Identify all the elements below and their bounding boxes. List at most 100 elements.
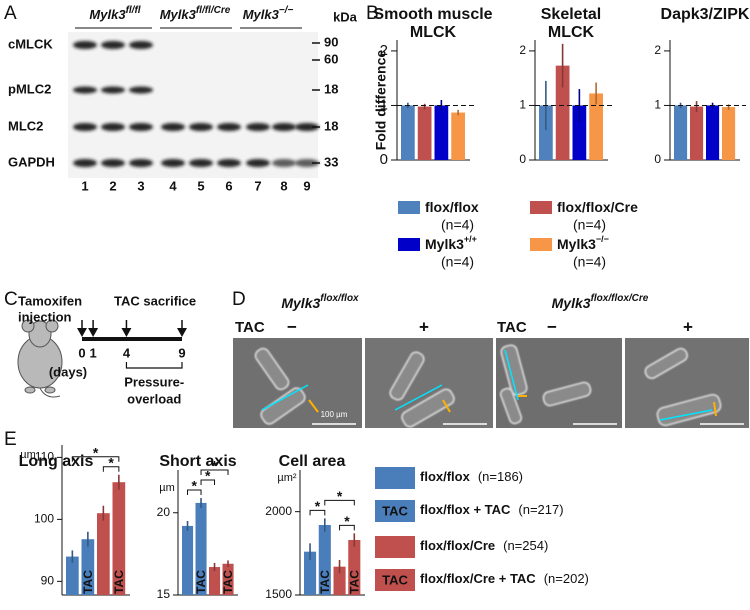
legend-label-part: flox/flox/Cre — [557, 199, 638, 215]
genotype-header: Mylk3−/− — [243, 5, 294, 22]
genotype-header-part: −/− — [279, 5, 294, 16]
chart-title: Short axis — [159, 453, 236, 470]
lane-number: 8 — [280, 178, 287, 193]
timeline-day: 0 — [78, 345, 85, 360]
y-tick-label: 110 — [35, 450, 54, 464]
legend-label: Mylk3−/− — [557, 234, 609, 251]
genotype-header-part: Mylk3 — [281, 295, 320, 311]
timeline-day: 9 — [178, 345, 185, 360]
genotype-header: Mylk3flox/flox/Cre — [552, 293, 649, 311]
blot-band — [129, 41, 153, 49]
bar — [434, 105, 449, 160]
legend-label-part: −/− — [596, 234, 609, 244]
blot-row-label: cMLCK — [8, 36, 53, 51]
y-tick-label: 2000 — [265, 504, 292, 518]
timeline-unit: (days) — [49, 364, 87, 379]
blot-band — [295, 159, 319, 167]
bar — [539, 105, 553, 160]
panel-label: E — [4, 429, 17, 450]
y-tick-label: 90 — [41, 574, 55, 588]
bar-label: TAC — [194, 570, 208, 594]
y-tick-label: 100 — [34, 512, 54, 526]
mw-marker: 18 — [324, 81, 338, 96]
chart-title: Skeletal — [541, 6, 601, 23]
blot-band — [73, 123, 97, 131]
y-tick-label: 1 — [654, 98, 661, 112]
bar — [348, 540, 361, 595]
bar — [97, 513, 110, 595]
blot-band — [101, 86, 125, 94]
legend-n: (n=4) — [441, 217, 474, 233]
blot-band — [101, 159, 125, 167]
condition-label: TAC — [235, 319, 265, 336]
genotype-header-part: fl/fl — [126, 5, 141, 16]
y-axis-label: Fold difference — [373, 50, 389, 151]
scale-bar-label: 100 µm — [321, 410, 348, 419]
blot-band — [246, 159, 270, 167]
significance-label: * — [337, 488, 343, 504]
legend-swatch — [375, 500, 415, 522]
bar — [572, 105, 587, 160]
significance-label: * — [315, 498, 321, 514]
bar-label: TAC — [318, 570, 332, 594]
y-axis-label: µm — [159, 482, 175, 494]
legend-label-part: (n=202) — [544, 571, 589, 586]
bar — [451, 112, 465, 160]
blot-band — [217, 159, 241, 167]
lane-number: 9 — [303, 178, 310, 193]
chart-title: Cell area — [279, 453, 346, 470]
mouse-icon — [17, 319, 63, 398]
lane-number: 6 — [225, 178, 232, 193]
blot-band — [189, 123, 213, 131]
blot-band — [129, 86, 153, 94]
timeline-arrowhead — [88, 328, 99, 337]
legend-label: flox/flox (n=186) — [420, 469, 523, 484]
bar — [674, 105, 688, 160]
y-tick-label: 1 — [519, 98, 526, 112]
blot-band — [129, 123, 153, 131]
genotype-header-part: Mylk3 — [160, 7, 197, 22]
y-axis-label: µm — [20, 449, 36, 461]
genotype-header: Mylk3fl/fl — [89, 5, 140, 22]
bar — [66, 556, 79, 595]
blot-band — [73, 159, 97, 167]
timeline-event: TAC sacrifice — [114, 293, 196, 308]
genotype-header-part: flox/flox/Cre — [591, 293, 649, 304]
blot-band — [73, 41, 97, 49]
bar — [401, 105, 415, 160]
lane-number: 7 — [254, 178, 261, 193]
timeline-day: 4 — [123, 345, 131, 360]
mw-marker: 18 — [324, 118, 338, 133]
y-tick-label: 15 — [157, 587, 171, 601]
significance-label: * — [205, 468, 211, 484]
bar — [209, 567, 221, 595]
legend-swatch — [375, 467, 415, 489]
bar — [195, 502, 207, 595]
bar — [318, 525, 331, 595]
legend-label-part: flox/flox — [420, 469, 471, 484]
bar-label: TAC — [347, 570, 361, 594]
blot-band — [73, 86, 97, 94]
genotype-header: Mylk3fl/fl/Cre — [160, 5, 231, 22]
condition-label: TAC — [497, 319, 527, 336]
y-tick-label: 2 — [654, 43, 661, 57]
significance-bracket — [187, 489, 202, 495]
y-axis-label: µm² — [277, 472, 297, 484]
legend-n: (n=4) — [573, 254, 606, 270]
lane-number: 1 — [81, 178, 88, 193]
bar — [304, 551, 317, 595]
blot-band — [217, 123, 241, 131]
mw-marker: 90 — [324, 34, 338, 49]
legend-label: flox/flox + TAC (n=217) — [420, 502, 564, 517]
significance-bracket — [200, 479, 216, 485]
genotype-header-part: flox/flox — [320, 293, 359, 304]
phase-label: overload — [127, 391, 181, 406]
legend-label: flox/flox/Cre (n=254) — [420, 538, 548, 553]
legend-label-part: flox/flox/Cre — [420, 538, 495, 553]
timeline-title: Tamoxifen — [18, 293, 82, 308]
condition-plus: + — [683, 317, 693, 336]
bar — [706, 105, 720, 160]
bar — [182, 525, 194, 595]
genotype-header-part: Mylk3 — [552, 295, 591, 311]
